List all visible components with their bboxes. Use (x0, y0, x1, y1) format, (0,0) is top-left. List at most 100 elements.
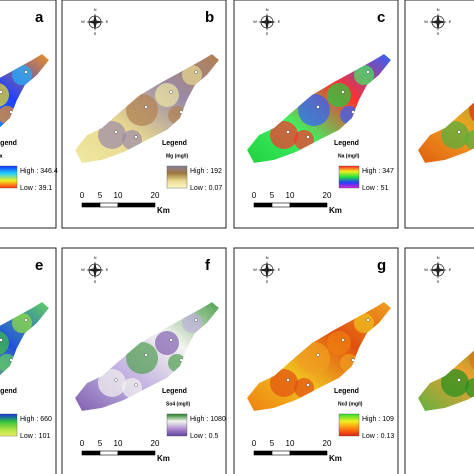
compass-label: W (81, 19, 85, 24)
north-arrow: N S E W (424, 255, 452, 284)
compass-label: S (437, 279, 440, 284)
scale-label: 10 (286, 191, 295, 200)
map-panel: N S E W c Legend Na (mg/l) High : 347 Low : 51 0 5… (233, 0, 399, 229)
scale-bar-segment (271, 450, 291, 456)
legend-high: High : 346.4 (20, 168, 58, 175)
north-arrow: N S E W (253, 255, 281, 284)
sample-point (169, 90, 173, 94)
sample-point (341, 90, 345, 94)
map-patch (155, 331, 179, 355)
scale-bar-segment (99, 450, 119, 456)
compass-star (86, 261, 104, 279)
compass-label: N (266, 255, 269, 260)
map-patch (441, 369, 469, 397)
legend-low: Low : 39.1 (20, 185, 52, 192)
compass-label: N (266, 7, 269, 12)
north-arrow: N S E W (81, 7, 109, 36)
interpolated-map (247, 302, 391, 411)
compass-star (429, 13, 447, 31)
compass-star (258, 13, 276, 31)
scale-bar-segment (289, 450, 328, 456)
compass-label: W (424, 19, 428, 24)
map-patch (270, 369, 298, 397)
scale-label: 0 (80, 191, 85, 200)
scale-label: 20 (151, 439, 160, 448)
scale-label: 0 (252, 439, 257, 448)
legend-low: Low : 101 (20, 433, 50, 440)
compass-label: N (437, 255, 440, 260)
sample-point (366, 318, 370, 322)
compass-label: W (253, 19, 257, 24)
legend-parameter: So4 (mg/l) (166, 401, 191, 407)
legend-parameter: Ca (0, 153, 3, 159)
scale-bar-segment (253, 202, 273, 208)
map-patch (327, 331, 351, 355)
compass-label: S (266, 279, 269, 284)
sample-point (341, 338, 345, 342)
map-patch (294, 378, 314, 398)
panel-letter: f (205, 257, 211, 274)
sample-point (114, 130, 118, 134)
legend-high: High : 109 (362, 416, 394, 423)
legend-high: High : 347 (362, 168, 394, 175)
scale-label: 5 (98, 439, 103, 448)
panel-letter: b (205, 9, 214, 26)
north-arrow: N S E W (424, 7, 452, 36)
compass-label: E (278, 19, 281, 24)
map-panel: N S E W g Legend No3 (mg/l) High : 109 Low : 0.1… (233, 247, 399, 474)
scale-bar-segment (117, 202, 156, 208)
compass-label: W (81, 267, 85, 272)
map-patch (465, 378, 474, 398)
north-arrow: N S E W (253, 7, 281, 36)
scale-bar-segment (289, 202, 328, 208)
legend-low: Low : 0.13 (362, 433, 394, 440)
interpolated-map (418, 54, 474, 163)
map-panel: N S E W (404, 247, 474, 474)
interpolated-map (247, 54, 391, 163)
legend-high: High : 660 (20, 416, 52, 423)
map-patch (354, 313, 374, 333)
compass-label: E (449, 19, 452, 24)
interpolated-map (418, 302, 474, 411)
interpolated-map (0, 302, 49, 411)
scale-unit: Km (329, 454, 342, 463)
north-arrow: N S E W (81, 255, 109, 284)
map-patch (126, 94, 158, 126)
compass-label: E (106, 19, 109, 24)
scale-unit: Km (157, 206, 170, 215)
sample-point (144, 105, 148, 109)
legend-ramp (0, 165, 18, 189)
legend-ramp (166, 165, 188, 189)
scale-label: 0 (252, 191, 257, 200)
legend-parameter: Na (mg/l) (338, 153, 360, 159)
scale-label: 5 (270, 191, 275, 200)
sample-point (169, 338, 173, 342)
sample-point (286, 130, 290, 134)
compass-label: S (94, 31, 97, 36)
scale-label: 10 (114, 191, 123, 200)
legend-parameter: Mg (mg/l) (166, 153, 189, 159)
legend-ramp (338, 165, 360, 189)
legend-title: Legend (162, 388, 187, 395)
compass-star (429, 261, 447, 279)
legend-low: Low : 0.07 (190, 185, 222, 192)
map-patch (354, 65, 374, 85)
legend-title: Legend (0, 140, 17, 147)
map-patch (126, 342, 158, 374)
map-patch (298, 94, 330, 126)
sample-point (24, 318, 28, 322)
scale-label: 10 (114, 439, 123, 448)
map-patch (327, 83, 351, 107)
legend-ramp (338, 413, 360, 437)
scale-unit: Km (157, 454, 170, 463)
map-patch (122, 378, 142, 398)
sample-point (24, 70, 28, 74)
scale-label: 20 (323, 191, 332, 200)
interpolated-map (75, 54, 219, 163)
panel-letter: a (35, 9, 44, 26)
map-patch (98, 369, 126, 397)
scale-label: 20 (151, 191, 160, 200)
legend-high: High : 1080 (190, 416, 226, 423)
compass-label: S (437, 31, 440, 36)
map-patch (12, 313, 32, 333)
